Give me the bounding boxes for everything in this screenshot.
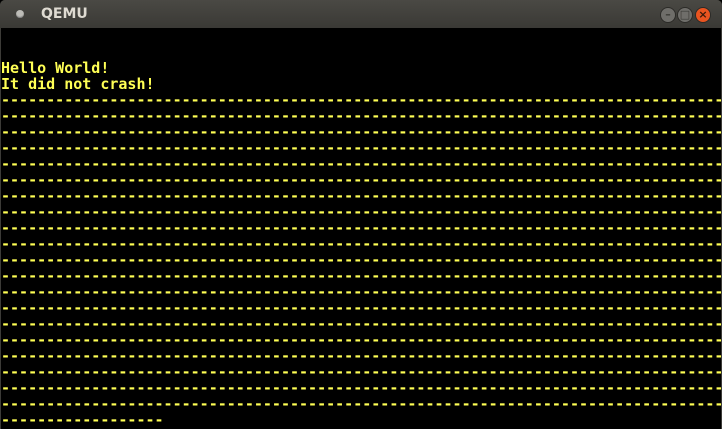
screen-line: ----------------------------------------… bbox=[1, 380, 721, 396]
screen-line: ----------------------------------------… bbox=[1, 284, 721, 300]
screen-line: ----------------------------------------… bbox=[1, 300, 721, 316]
screen-line: ----------------------------------------… bbox=[1, 316, 721, 332]
screen-line: ----------------------------------------… bbox=[1, 348, 721, 364]
screen-line: ----------------------------------------… bbox=[1, 252, 721, 268]
screen-line: ----------------------------------------… bbox=[1, 172, 721, 188]
maximize-button[interactable]: □ bbox=[677, 7, 693, 23]
screen-line: ----------------------------------------… bbox=[1, 140, 721, 156]
screen-line: ----------------------------------------… bbox=[1, 396, 721, 412]
screen-line: ----------------------------------------… bbox=[1, 236, 721, 252]
screen-line: Hello World! bbox=[1, 60, 110, 76]
screen-line bbox=[1, 44, 721, 60]
close-icon: × bbox=[698, 8, 708, 21]
screen-line: ------------------ bbox=[1, 412, 164, 428]
screen-line: ----------------------------------------… bbox=[1, 204, 721, 220]
window-title: QEMU bbox=[41, 6, 88, 22]
screen-line: ----------------------------------------… bbox=[1, 108, 721, 124]
screen-line: ----------------------------------------… bbox=[1, 156, 721, 172]
minimize-button[interactable]: – bbox=[660, 7, 676, 23]
screen-line: ----------------------------------------… bbox=[1, 364, 721, 380]
vga-text-screen[interactable]: Hello World! It did not crash! -----------… bbox=[1, 28, 721, 429]
screen-line: ----------------------------------------… bbox=[1, 268, 721, 284]
screen-line: ----------------------------------------… bbox=[1, 92, 721, 108]
screen-line: ----------------------------------------… bbox=[1, 332, 721, 348]
screen-line: ----------------------------------------… bbox=[1, 124, 721, 140]
screen-line: It did not crash! bbox=[1, 76, 155, 92]
title-bar[interactable]: QEMU – □ × bbox=[0, 0, 722, 28]
maximize-icon: □ bbox=[679, 8, 691, 21]
screen-line: ----------------------------------------… bbox=[1, 188, 721, 204]
close-button[interactable]: × bbox=[695, 7, 711, 23]
minimize-icon: – bbox=[665, 8, 671, 21]
app-menu-icon[interactable] bbox=[16, 10, 24, 18]
screen-line bbox=[1, 28, 721, 44]
screen-line: ----------------------------------------… bbox=[1, 220, 721, 236]
